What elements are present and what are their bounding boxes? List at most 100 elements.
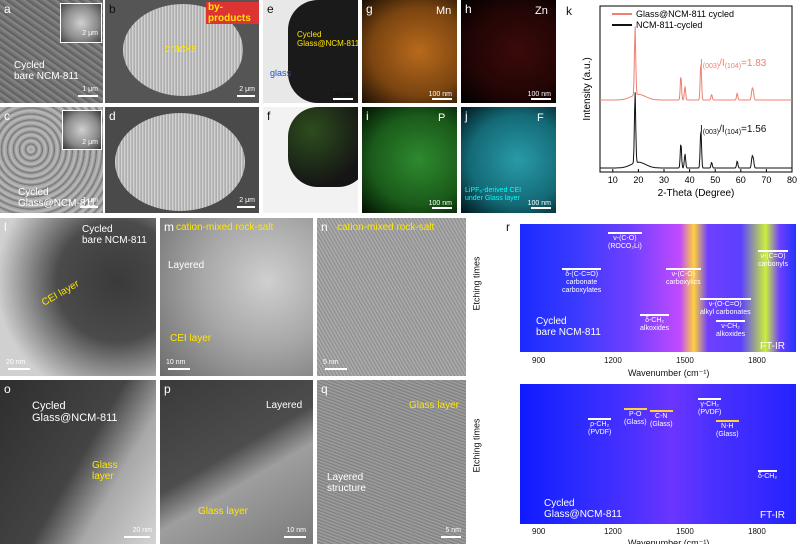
xrd-ylabel: Intensity (a.u.) <box>582 57 593 120</box>
ftir-tick-label: 1200 <box>604 356 622 365</box>
panel-letter: l <box>4 220 7 234</box>
panel-letter: f <box>267 109 271 123</box>
particle-dark <box>288 107 358 187</box>
scale-bar <box>124 536 150 538</box>
scale-label: 100 nm <box>428 200 452 207</box>
xrd-tick-label: 30 <box>659 175 669 185</box>
scale-label: 5 nm <box>445 527 461 534</box>
ftir-band-label: ν-(C-O) carboxylics <box>666 268 701 287</box>
ftir-tick-label: 1800 <box>748 356 766 365</box>
scale-label: 1 μm <box>82 86 98 93</box>
ftir-band-label: ν-(C=O) carbonyls <box>758 250 788 269</box>
xrd-tick-label: 20 <box>633 175 643 185</box>
tem-panel-p: p Layered Glass layer 10 nm <box>160 380 313 544</box>
ftir-bottom-tag: FT-IR <box>760 510 785 521</box>
scale-label: 100 nm <box>527 91 551 98</box>
panel-letter: p <box>164 382 171 396</box>
xrd-series-glass <box>600 26 792 101</box>
eds-panel-f: f <box>263 107 358 213</box>
inset-image <box>60 3 102 43</box>
scale-bar <box>168 368 190 370</box>
ftir-ylabel-top: Etching times <box>471 256 482 311</box>
cei-label: CEI layer <box>40 278 82 309</box>
cracks-label: cracks <box>165 43 197 55</box>
ftir-band-label: ν-(C-O) (ROCO₂Li) <box>608 232 642 251</box>
glass-label: glass <box>270 68 292 78</box>
scale-bar <box>80 206 98 208</box>
glass-label: Glass layer <box>92 460 118 482</box>
scale-bar <box>531 98 551 100</box>
panel-letter: g <box>366 2 373 16</box>
sem-panel-d: d 2 μm <box>105 107 259 213</box>
ftir-tick-label: 900 <box>532 527 546 536</box>
panel-letter: o <box>4 382 11 396</box>
xrd-tick-label: 10 <box>608 175 618 185</box>
ftir-ylabel-bottom: Etching times <box>471 418 482 473</box>
scale-label: 100 nm <box>428 91 452 98</box>
scale-bar <box>237 206 255 208</box>
scale-bar <box>284 536 306 538</box>
scale-bar <box>325 368 347 370</box>
ftir-top-tag: FT-IR <box>760 341 785 352</box>
eds-panel-i: i P 100 nm <box>362 107 457 213</box>
scale-label: 2 μm <box>239 197 255 204</box>
ratio-bare: I(003)/I(104)=1.56 <box>700 124 767 136</box>
scale-label: 100 nm <box>527 200 551 207</box>
ftir-band-label: δ-CH₂ <box>758 470 778 481</box>
sem-panel-c: c 2 μm Cycled Glass@NCM-811 1 μm <box>0 107 103 213</box>
ftir-band-label: N-H (Glass) <box>716 420 739 439</box>
xrd-xlabel: 2-Theta (Degree) <box>658 188 735 199</box>
ftir-xlabel-bottom: Wavenumber (cm⁻¹) <box>628 538 710 544</box>
xrd-tick-label: 50 <box>710 175 720 185</box>
ftir-band-label: ν-CH₂ alkoxides <box>716 320 746 339</box>
scale-bar <box>333 98 353 100</box>
panel-letter: b <box>109 2 116 16</box>
panel-letter: h <box>465 2 472 16</box>
panel-letter: m <box>164 220 174 234</box>
ftir-band-label: γ-CH₂ (PVDF) <box>698 398 722 417</box>
element-label: P <box>438 112 446 124</box>
scale-label: 100 nm <box>329 91 353 98</box>
inset-scale: 2 μm <box>82 139 98 146</box>
xrd-tick-label: 70 <box>761 175 771 185</box>
ftir-band-label: C-N (Glass) <box>650 410 673 429</box>
ftir-tick-label: 1500 <box>676 527 694 536</box>
byproducts-label: by-products <box>206 2 259 24</box>
sample-label: Cycled bare NCM-811 <box>82 224 147 246</box>
scale-label: 2 μm <box>239 86 255 93</box>
sample-label: Cycled Glass@NCM-811 <box>18 187 96 209</box>
xrd-series-bare <box>600 92 792 169</box>
glass-label: Glass layer <box>409 400 460 411</box>
inset-scale: 2 μm <box>82 30 98 37</box>
scale-bar <box>432 98 452 100</box>
legend-label-glass: Glass@NCM-811 cycled <box>636 9 734 19</box>
particle-dark <box>288 0 358 103</box>
sem-panel-b: b by-products cracks 2 μm <box>105 0 259 103</box>
ftir-map-bottom <box>520 384 796 524</box>
panel-letter: a <box>4 2 11 16</box>
scale-label: 10 nm <box>166 359 186 366</box>
scale-label: 20 nm <box>6 359 26 366</box>
ratio-glass: I(003)/I(104)=1.83 <box>700 58 767 70</box>
eds-panel-j: j F LiPF₆-derived CEI under Glass layer … <box>461 107 556 213</box>
sample-label: Cycled Glass@NCM-811 <box>32 400 118 424</box>
xrd-tick-label: 80 <box>787 175 797 185</box>
eds-panel-h: h Zn 100 nm <box>461 0 556 103</box>
xrd-plot-frame <box>599 5 793 173</box>
glass-label: Glass layer <box>198 506 249 517</box>
ftir-band-label: P-O (Glass) <box>624 408 647 427</box>
tem-panel-o: o Cycled Glass@NCM-811 Glass layer 20 nm <box>0 380 156 544</box>
scale-bar <box>78 95 98 97</box>
element-label: Zn <box>535 5 548 17</box>
panel-letter: k <box>566 4 572 18</box>
ftir-band-label: ν-(O-C=O) alkyl carbonates <box>700 298 751 317</box>
scale-label: 20 nm <box>132 527 152 534</box>
xrd-panel-k: k 10 20 30 40 50 60 70 80 2-Theta (Degree) Intens… <box>560 0 800 213</box>
particle-cross-section <box>115 113 245 211</box>
cei-caption: LiPF₆-derived CEI under Glass layer <box>465 187 522 202</box>
panel-letter: d <box>109 109 116 123</box>
xrd-tick-label: 40 <box>685 175 695 185</box>
xrd-chart: 10 20 30 40 50 60 70 80 2-Theta (Degree) Intensit… <box>582 5 797 199</box>
sample-label: Cycled bare NCM-811 <box>14 60 79 82</box>
layered-label: Layered <box>168 260 205 271</box>
